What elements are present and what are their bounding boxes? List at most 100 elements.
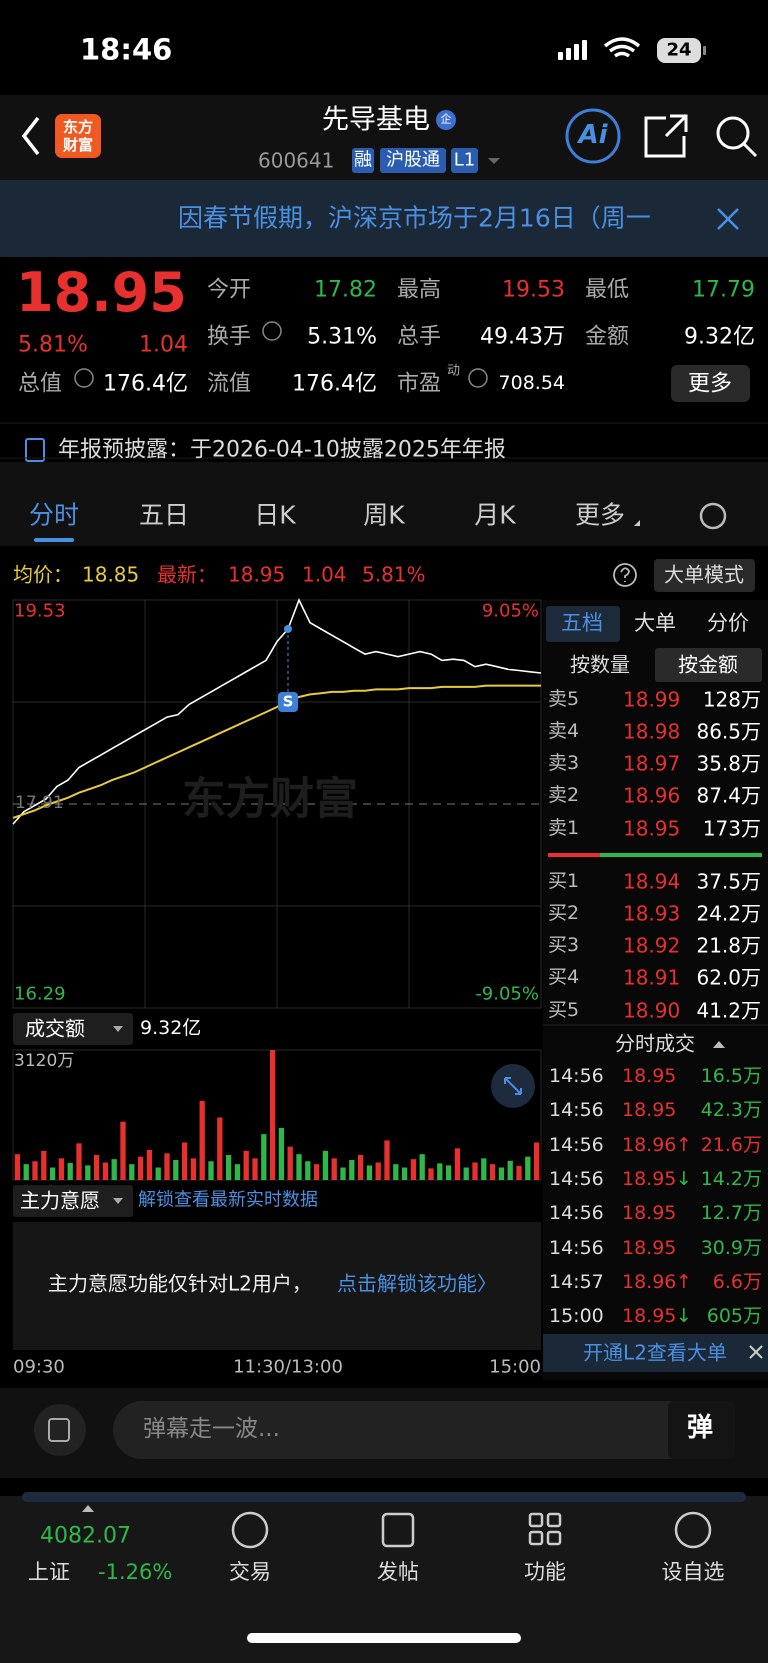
volume-bar <box>155 1167 161 1180</box>
volume-bar <box>463 1167 469 1180</box>
mode-button[interactable] <box>654 559 755 592</box>
ai-button[interactable] <box>565 108 621 164</box>
field-label: 最低 <box>585 277 630 303</box>
main-force-selector[interactable] <box>13 1185 133 1217</box>
trade-price: 18.95 <box>622 1305 677 1328</box>
book-level: 买1 <box>548 870 580 893</box>
chart-tab[interactable]: 五日 <box>138 500 190 530</box>
help-button[interactable] <box>613 563 637 587</box>
field-label: 总手 <box>397 324 442 350</box>
nav-item[interactable]: 设自选 <box>661 1559 725 1584</box>
volume-bar <box>49 1167 56 1180</box>
volume-bar <box>252 1158 258 1180</box>
badge-circle <box>436 110 456 130</box>
chart-tab[interactable]: 分时 <box>28 500 80 530</box>
ai-label[interactable]: Ai <box>578 120 608 151</box>
main-force-action[interactable]: 点击解锁该功能〉 <box>337 1271 497 1296</box>
caret <box>113 1198 123 1204</box>
index-change: -1.26% <box>98 1559 173 1584</box>
bid-strength <box>600 853 762 857</box>
field-label: 市盈 <box>397 371 442 397</box>
field-label: 流值 <box>207 371 252 397</box>
field-label: 换手 <box>207 324 252 350</box>
signal-label: S <box>282 692 294 711</box>
volume-bar <box>419 1154 425 1180</box>
promo-bg[interactable] <box>543 1334 768 1372</box>
comment-input[interactable] <box>113 1401 735 1459</box>
notice-close[interactable] <box>717 208 739 230</box>
stock-badge: 企 <box>440 112 452 126</box>
main-force-message: 主力意愿功能仅针对L2用户， <box>48 1271 312 1296</box>
book-amount: 62.0万 <box>696 965 761 990</box>
book-tab[interactable]: 五档 <box>561 610 603 635</box>
nav-item[interactable]: 发帖 <box>377 1559 419 1584</box>
more-label[interactable]: 更多 <box>687 371 733 397</box>
trade-amount: 21.6万 <box>700 1133 762 1156</box>
promo-text[interactable]: 开通L2查看大单 <box>583 1340 727 1365</box>
trade-time: 14:56 <box>549 1065 604 1088</box>
notice-text[interactable]: 因春节假期，沪深京市场于2月16日（周一 <box>178 203 651 233</box>
promo-close[interactable] <box>749 1345 763 1359</box>
more-button[interactable] <box>671 365 750 402</box>
post-icon[interactable] <box>381 1512 415 1548</box>
search-button[interactable] <box>716 116 750 150</box>
comment-icon[interactable] <box>34 1404 86 1456</box>
sort-option[interactable]: 按数量 <box>570 652 630 677</box>
chart-tab[interactable]: 更多 <box>574 500 626 530</box>
volume-selector[interactable] <box>13 1013 133 1045</box>
prev-close-label: 17.91 <box>15 793 64 814</box>
field-value: 49.43万 <box>480 324 565 350</box>
chart-tab[interactable]: 月K <box>474 500 516 530</box>
trade-icon[interactable] <box>231 1511 269 1549</box>
sort-option[interactable]: 按金额 <box>678 652 738 677</box>
book-tab[interactable]: 分价 <box>707 610 749 635</box>
share-button[interactable] <box>644 114 688 158</box>
book-level: 卖5 <box>548 688 580 711</box>
chart-tab[interactable]: 日K <box>254 500 296 530</box>
nav-item[interactable]: 功能 <box>524 1559 566 1584</box>
volume-bar <box>278 1127 285 1180</box>
tab-underline <box>34 538 74 542</box>
volume-bar <box>199 1100 205 1180</box>
watchlist-icon[interactable] <box>674 1511 712 1549</box>
volume-bar <box>129 1164 135 1180</box>
comment-button[interactable] <box>668 1401 735 1459</box>
stock-tag: 沪股通 <box>386 149 440 171</box>
volume-bar <box>498 1167 505 1180</box>
latest-value: 18.95 <box>228 562 286 587</box>
signal-dot <box>284 624 292 633</box>
field-value: 17.82 <box>314 277 377 303</box>
sort-active-bg <box>655 648 762 682</box>
book-amount: 35.8万 <box>696 751 761 776</box>
battery-level: 24 <box>666 39 692 61</box>
latest-label: 最新： <box>157 562 217 587</box>
volume-bar <box>445 1165 452 1180</box>
book-level: 买5 <box>548 999 580 1022</box>
book-tab[interactable]: 大单 <box>634 610 676 635</box>
battery-tip <box>703 46 706 55</box>
volume-bar <box>217 1117 223 1180</box>
caret <box>713 1041 725 1048</box>
volume-bar <box>67 1162 73 1180</box>
volume-bar <box>190 1158 197 1180</box>
settings-button[interactable] <box>699 502 727 530</box>
book-price: 18.96 <box>623 783 681 808</box>
function-icon[interactable] <box>528 1512 562 1546</box>
chart-tab[interactable]: 周K <box>363 500 405 530</box>
trade-time: 14:56 <box>549 1202 604 1225</box>
volume-bar <box>111 1159 117 1180</box>
mode-label[interactable]: 大单模式 <box>664 562 744 587</box>
volume-bar <box>472 1162 478 1180</box>
book-price: 18.94 <box>623 869 681 894</box>
comment-glyph <box>48 1418 70 1442</box>
pe-superscript: 动 <box>447 363 461 379</box>
stock-tag: L1 <box>453 149 476 171</box>
nav-item[interactable]: 交易 <box>229 1559 271 1584</box>
volume-bar <box>173 1160 179 1180</box>
back-button[interactable] <box>21 116 40 156</box>
book-amount: 86.5万 <box>696 719 761 744</box>
announcement-text[interactable]: 年报预披露：于2026-04-10披露2025年年报 <box>58 437 506 463</box>
comment-button-label[interactable]: 弹 <box>686 1413 714 1444</box>
unlock-link[interactable]: 解锁查看最新实时数据 <box>138 1189 318 1211</box>
announcement-icon <box>25 438 45 462</box>
